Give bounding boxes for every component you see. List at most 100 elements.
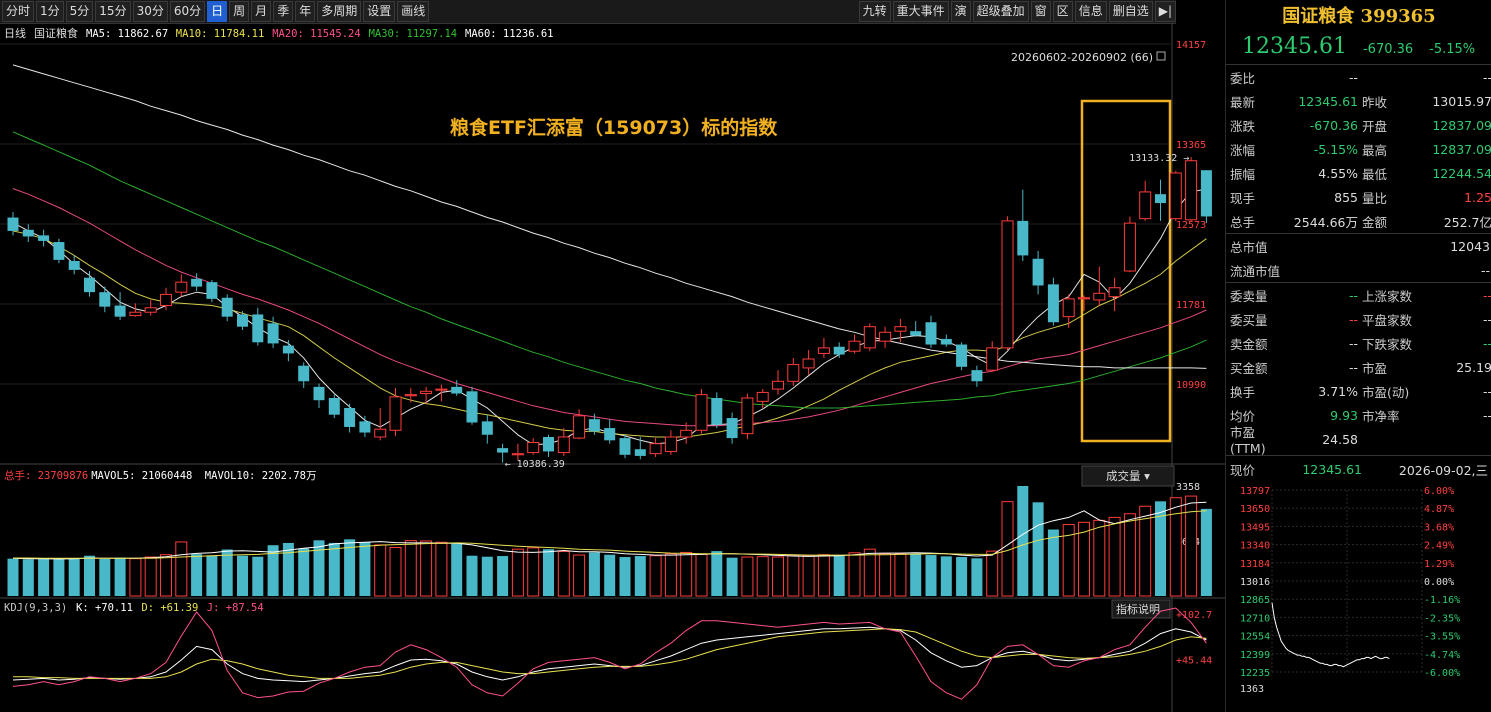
period-tab-12[interactable]: 设置 bbox=[363, 1, 396, 22]
stat-value-6: 24.58 bbox=[1322, 431, 1358, 447]
quote-label-5: 现手 bbox=[1230, 190, 1256, 206]
candle-39 bbox=[604, 419, 616, 444]
volume-bar-16 bbox=[252, 556, 264, 596]
period-tab-7[interactable]: 周 bbox=[229, 1, 250, 22]
tool-button-2[interactable]: 演 bbox=[950, 1, 971, 22]
volume-bar-3 bbox=[53, 559, 65, 596]
candle-16 bbox=[252, 307, 264, 346]
volume-bar-49 bbox=[756, 556, 769, 597]
tool-button-5[interactable]: 区 bbox=[1052, 1, 1073, 22]
volume-bar-53 bbox=[817, 554, 830, 597]
candle-body-54 bbox=[833, 346, 845, 355]
volume-bar-63 bbox=[971, 558, 983, 596]
candle-body-45 bbox=[695, 394, 708, 431]
volume-bar-35 bbox=[543, 549, 554, 596]
period-tab-10[interactable]: 年 bbox=[295, 1, 316, 22]
volume-bar-10 bbox=[160, 554, 172, 597]
high-label: 13133.32 → bbox=[1129, 153, 1189, 164]
candle-57 bbox=[879, 326, 892, 348]
volume-bar-74 bbox=[1139, 505, 1152, 597]
candle-75 bbox=[1155, 179, 1166, 221]
volume-bar-77 bbox=[1185, 495, 1198, 597]
ma-legend-2: MA20: 11545.24 bbox=[272, 28, 361, 40]
candle-body-68 bbox=[1047, 284, 1059, 323]
quote-value-5: 855 bbox=[1334, 189, 1358, 205]
volume-bar-72 bbox=[1108, 516, 1121, 597]
tool-button-7[interactable]: 删自选 bbox=[1108, 1, 1153, 22]
period-tab-9[interactable]: 季 bbox=[273, 1, 294, 22]
candle-body-56 bbox=[863, 326, 876, 349]
intraday-right-tick-3: 2.49% bbox=[1424, 541, 1454, 552]
volume-bar-4 bbox=[68, 558, 80, 596]
volume-bar-62 bbox=[956, 557, 968, 596]
tool-button-6[interactable]: 信息 bbox=[1074, 1, 1107, 22]
tool-button-1[interactable]: 重大事件 bbox=[892, 1, 949, 22]
candle-30 bbox=[466, 386, 478, 425]
candle-51 bbox=[787, 357, 800, 386]
candle-body-2 bbox=[38, 235, 50, 241]
vol-legend-0: 总手: 23709876 bbox=[4, 469, 88, 482]
market-cap-table: 总市值 12043 流通市值 -- bbox=[1226, 233, 1491, 282]
mavol5-line bbox=[12, 501, 1207, 560]
intraday-right-tick-7: -2.35% bbox=[1424, 613, 1460, 624]
period-tab-4[interactable]: 30分 bbox=[132, 1, 168, 22]
quote-value2-0: -- bbox=[1482, 69, 1491, 85]
period-tab-0[interactable]: 分时 bbox=[2, 1, 35, 22]
stat-label-1: 委买量 bbox=[1230, 312, 1268, 328]
stat-label2-0: 上涨家数 bbox=[1362, 288, 1413, 304]
price-tick-4: 10990 bbox=[1176, 380, 1206, 391]
quote-label-3: 涨幅 bbox=[1230, 142, 1256, 158]
volume-bar-5 bbox=[84, 555, 95, 596]
stat-value-3: -- bbox=[1348, 359, 1358, 375]
kdj-line-d bbox=[13, 628, 1207, 679]
candle-body-21 bbox=[328, 397, 340, 415]
candle-body-8 bbox=[129, 311, 142, 317]
intraday-price-line bbox=[1271, 602, 1390, 668]
volume-bar-34 bbox=[527, 547, 540, 597]
volume-bar-21 bbox=[328, 542, 340, 596]
kdj-line-j bbox=[12, 607, 1207, 700]
candle-29 bbox=[451, 380, 463, 396]
candle-body-49 bbox=[756, 391, 769, 402]
candle-body-62 bbox=[956, 344, 968, 367]
quote-value2-3: 12837.09 bbox=[1432, 141, 1491, 157]
period-tab-11[interactable]: 多周期 bbox=[317, 1, 362, 22]
candle-body-16 bbox=[252, 314, 264, 343]
collapse-panel-button[interactable]: ▶| bbox=[1154, 1, 1176, 22]
tool-button-0[interactable]: 九转 bbox=[858, 1, 891, 22]
tool-button-3[interactable]: 超级叠加 bbox=[972, 1, 1029, 22]
ma-line-ma30-3 bbox=[12, 131, 1207, 409]
volume-bar-48 bbox=[741, 556, 754, 597]
candle-body-6 bbox=[99, 292, 111, 307]
intraday-right-tick-6: -1.16% bbox=[1424, 595, 1460, 606]
intraday-right-tick-8: -3.55% bbox=[1424, 632, 1460, 643]
tool-button-4[interactable]: 窗 bbox=[1030, 1, 1051, 22]
period-tab-3[interactable]: 15分 bbox=[95, 1, 131, 22]
intraday-left-tick-9: 12399 bbox=[1240, 650, 1270, 661]
candle-13 bbox=[206, 279, 218, 303]
period-tab-8[interactable]: 月 bbox=[251, 1, 272, 22]
candle-28 bbox=[435, 384, 448, 402]
candle-67 bbox=[1032, 250, 1044, 295]
period-tab-1[interactable]: 1分 bbox=[36, 1, 64, 22]
period-tab-2[interactable]: 5分 bbox=[65, 1, 94, 22]
stat-label2-2: 下跌家数 bbox=[1362, 336, 1413, 352]
candle-77 bbox=[1185, 157, 1198, 221]
period-tab-5[interactable]: 60分 bbox=[169, 1, 206, 22]
candle-body-63 bbox=[971, 370, 983, 382]
index-name: 国证粮食 bbox=[34, 26, 78, 40]
candle-body-71 bbox=[1093, 292, 1106, 301]
stat-label-6: 市盈(TTM) bbox=[1230, 425, 1266, 456]
period-tab-13[interactable]: 画线 bbox=[397, 1, 430, 22]
candle-49 bbox=[756, 389, 769, 409]
period-tab-6[interactable]: 日 bbox=[207, 1, 228, 22]
quote-row-3: 涨幅 -5.15% 最高 12837.09 bbox=[1226, 137, 1491, 161]
volume-bar-0 bbox=[7, 558, 19, 596]
quote-row-2: 涨跌 -670.36 开盘 12837.09 bbox=[1226, 113, 1491, 137]
volume-bar-67 bbox=[1032, 502, 1044, 596]
candle-body-53 bbox=[817, 347, 830, 354]
candle-body-33 bbox=[511, 453, 524, 456]
volume-bar-68 bbox=[1047, 529, 1059, 596]
lock-icon bbox=[1156, 51, 1166, 61]
cap-label-0: 总市值 bbox=[1230, 239, 1268, 255]
